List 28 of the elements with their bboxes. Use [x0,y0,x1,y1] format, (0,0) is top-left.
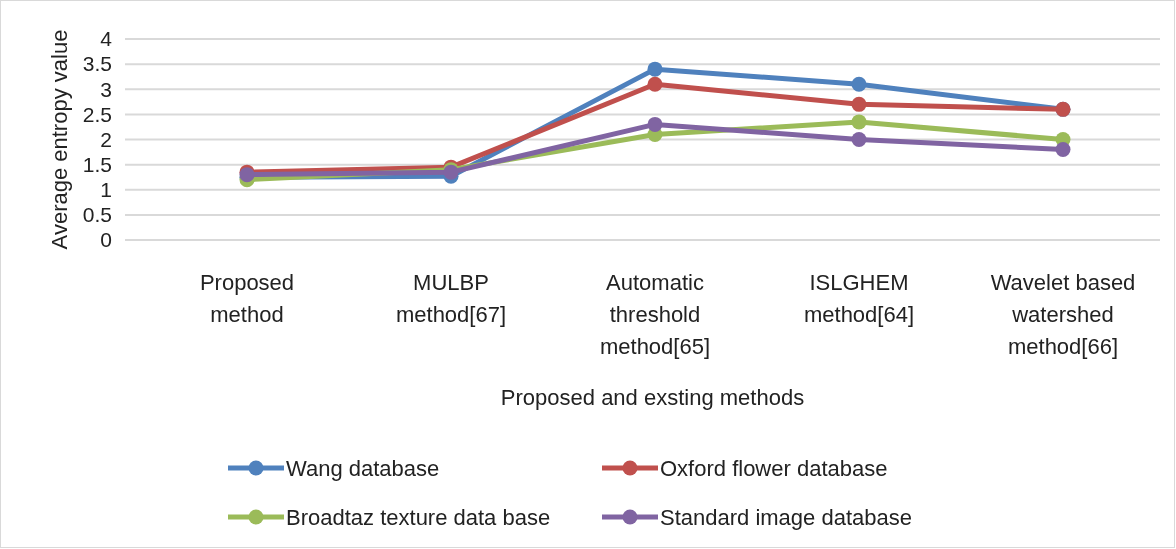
y-tick-label: 3.5 [82,52,112,76]
point [851,96,867,112]
y-tick-label: 1 [100,178,112,202]
point [1055,142,1071,158]
y-tick-label: 1.5 [82,152,112,176]
legend-label: Wang database [286,455,440,481]
y-axis-title: Average entropy value [47,29,72,250]
point [647,116,663,132]
y-tick-label: 4 [100,27,113,51]
y-tick-label: 0.5 [82,203,112,227]
y-tick-label: 2 [100,127,112,151]
legend-label: Standard image database [660,504,912,530]
x-tick-label: Wavelet based watershed method[66] [990,270,1136,359]
x-tick-label: ISLGHEM method[64] [803,270,915,327]
x-tick-label: Proposed method [199,270,295,327]
y-tick-label: 0 [100,228,112,252]
point [851,132,867,147]
x-tick-label: MULBP method[67] [395,270,507,327]
legend-label: Broadtaz texture data base [286,504,551,530]
point [647,76,663,92]
point [647,61,663,77]
y-tick-label: 2.5 [82,102,112,126]
point [851,76,867,92]
legend-label: Oxford flower database [660,455,888,481]
x-tick-label: Automatic threshold method[65] [599,270,711,359]
point [851,114,867,130]
y-tick-label: 3 [100,77,112,101]
x-axis-title: Proposed and exsting methods [500,385,805,410]
